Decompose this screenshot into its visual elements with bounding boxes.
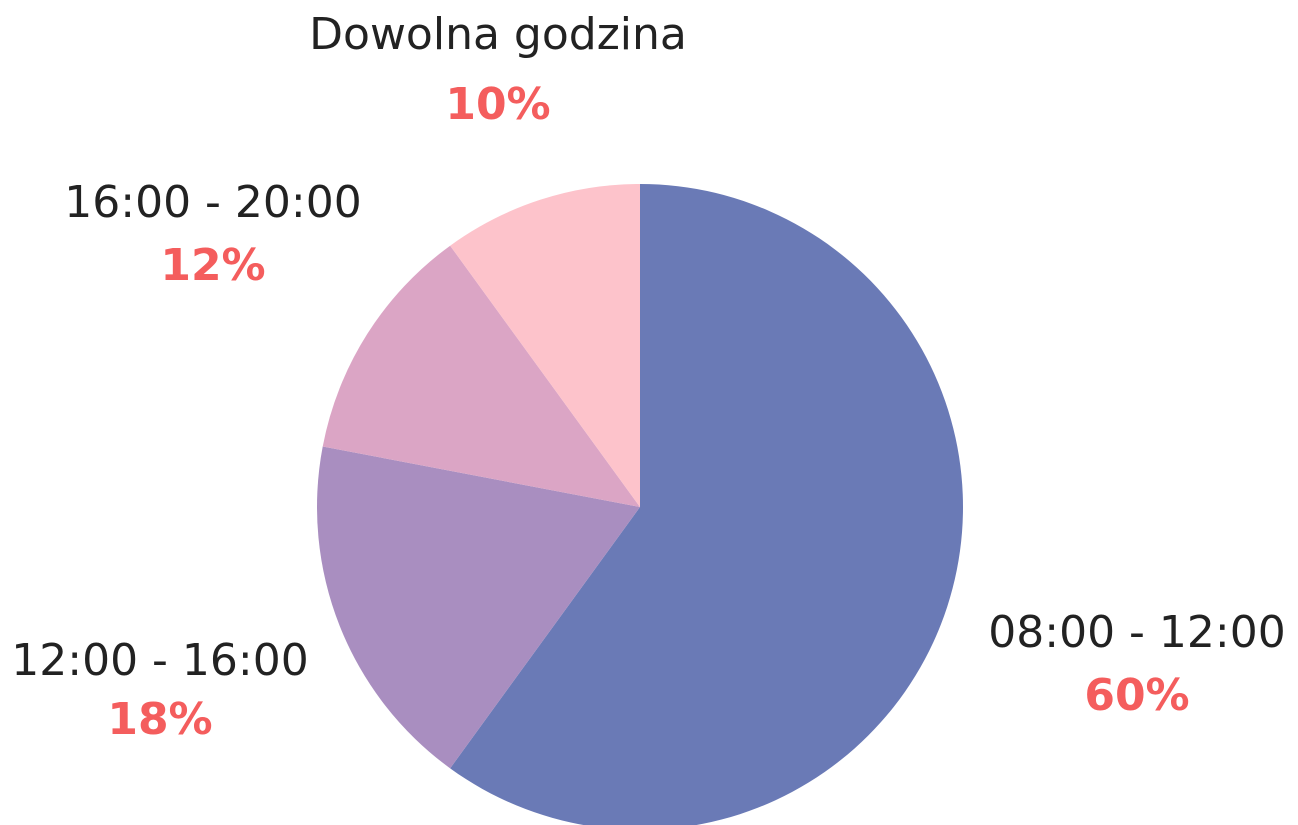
- slice-label: Dowolna godzina: [309, 9, 687, 60]
- slice-value-label: 12%: [160, 240, 265, 291]
- slice-value-label: 18%: [107, 694, 212, 745]
- slice-label: 16:00 - 20:00: [64, 177, 361, 228]
- slice-label: 12:00 - 16:00: [11, 635, 308, 686]
- pie-slice: [317, 446, 640, 769]
- slice-value-label: 10%: [445, 79, 550, 130]
- pie-slice: [450, 184, 963, 825]
- slice-label: 08:00 - 12:00: [988, 607, 1285, 658]
- slice-value-label: 60%: [1084, 670, 1189, 721]
- pie-slice: [450, 184, 640, 507]
- pie-slice: [322, 245, 640, 508]
